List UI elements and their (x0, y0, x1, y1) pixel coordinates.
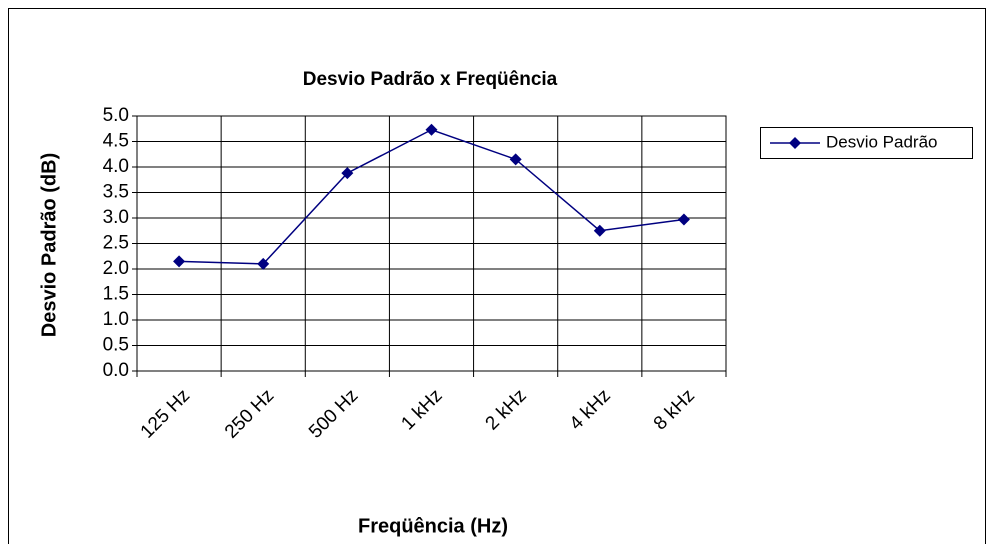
x-axis-label: Freqüência (Hz) (358, 515, 508, 537)
data-point (677, 213, 690, 226)
data-point (593, 224, 606, 237)
chart-title: Desvio Padrão x Freqüência (303, 69, 558, 90)
legend-label: Desvio Padrão (826, 132, 938, 151)
y-tick-label: 5.0 (103, 105, 129, 126)
plot-area (136, 115, 727, 372)
data-point (257, 257, 270, 270)
y-tick-label: 0.5 (103, 335, 129, 356)
legend-marker (789, 137, 801, 149)
data-point (173, 255, 186, 268)
y-tick-label: 3.0 (103, 207, 129, 228)
y-tick-label: 4.5 (103, 131, 129, 152)
y-tick-label: 1.0 (103, 309, 129, 330)
data-point (425, 123, 438, 136)
y-tick-label: 3.5 (103, 182, 129, 203)
chart-frame (8, 8, 986, 544)
y-tick-label: 2.5 (103, 233, 129, 254)
data-point (509, 153, 522, 166)
data-point (341, 167, 354, 180)
y-tick-label: 0.0 (103, 360, 129, 381)
y-axis-label: Desvio Padrão (dB) (38, 153, 60, 337)
y-tick-label: 1.5 (103, 284, 129, 305)
y-tick-label: 4.0 (103, 156, 129, 177)
y-tick-label: 2.0 (103, 258, 129, 279)
